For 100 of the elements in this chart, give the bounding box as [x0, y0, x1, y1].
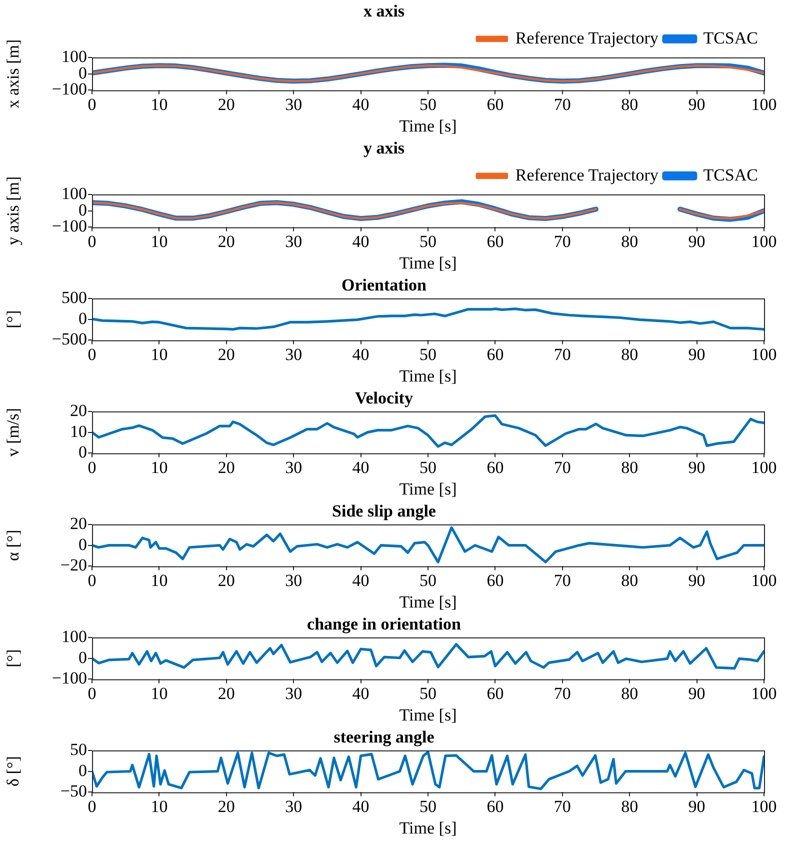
- x-tick-label: 40: [352, 232, 370, 251]
- y-tick-label: −100: [52, 216, 87, 236]
- x-axis-title: Time [s]: [399, 116, 457, 136]
- x-axis-title: Time [s]: [399, 366, 457, 386]
- x-axis-title: Time [s]: [399, 818, 457, 838]
- x-tick-label: 100: [751, 232, 777, 251]
- y-tick-label: −100: [52, 80, 87, 99]
- x-tick-label: 20: [218, 570, 235, 590]
- x-tick-label: 30: [285, 458, 302, 477]
- chart-title: change in orientation: [307, 614, 462, 634]
- x-tick-label: 10: [150, 684, 168, 703]
- chart-title: Velocity: [355, 388, 414, 408]
- y-tick-label: 500: [62, 288, 87, 307]
- x-tick-label: 70: [554, 94, 571, 114]
- x-tick-label: 80: [621, 232, 638, 251]
- y-tick-label: 100: [62, 46, 87, 66]
- x-tick-label: 80: [621, 458, 638, 477]
- y-axis-title: y axis [m]: [4, 176, 23, 246]
- x-tick-label: 70: [554, 458, 571, 477]
- x-tick-label: 50: [420, 684, 436, 703]
- x-tick-label: 30: [285, 232, 302, 251]
- x-tick-label: 20: [218, 232, 235, 251]
- x-tick-label: 10: [150, 458, 168, 477]
- y-tick-label: 20: [70, 400, 87, 420]
- x-tick-label: 100: [751, 796, 777, 816]
- x-tick-label: 100: [751, 458, 777, 477]
- x-tick-label: 30: [285, 344, 302, 364]
- x-tick-label: 40: [352, 344, 370, 364]
- y-axis-title: [°]: [4, 649, 23, 668]
- x-tick-label: 30: [285, 796, 302, 816]
- x-tick-label: 80: [621, 796, 638, 816]
- x-tick-label: 20: [218, 344, 235, 364]
- x-tick-label: 80: [621, 570, 638, 590]
- x-tick-label: 100: [751, 684, 777, 703]
- y-axis-title: [°]: [4, 310, 23, 328]
- x-tick-label: 70: [554, 684, 571, 703]
- y-axis-title: α [°]: [4, 530, 23, 561]
- y-axis-title: δ [°]: [4, 756, 23, 786]
- legend-label: Reference Trajectory: [515, 28, 659, 48]
- y-tick-label: 0: [78, 534, 87, 554]
- x-tick-label: 90: [688, 232, 706, 251]
- x-tick-label: 30: [285, 570, 302, 590]
- x-tick-label: 40: [352, 570, 370, 590]
- x-tick-label: 80: [621, 684, 638, 703]
- y-axis-title: v [m/s]: [4, 408, 23, 457]
- x-tick-label: 10: [150, 344, 168, 364]
- x-tick-label: 60: [486, 796, 504, 816]
- x-axis-title: Time [s]: [399, 592, 457, 612]
- x-tick-label: 60: [486, 570, 504, 590]
- x-tick-label: 100: [751, 570, 777, 590]
- y-tick-label: 0: [78, 63, 87, 82]
- legend-label: TCSAC: [703, 28, 758, 48]
- x-tick-label: 90: [688, 344, 706, 364]
- chart-title: Orientation: [342, 276, 428, 295]
- y-axis-title: x axis [m]: [4, 39, 23, 108]
- x-tick-label: 40: [352, 94, 370, 114]
- x-tick-label: 50: [420, 570, 436, 590]
- x-tick-label: 90: [688, 458, 706, 477]
- legend-label: TCSAC: [703, 165, 758, 184]
- chart-title: steering angle: [334, 728, 435, 747]
- x-tick-label: 80: [621, 344, 638, 364]
- x-tick-label: 10: [150, 232, 168, 251]
- x-tick-label: 50: [420, 458, 436, 477]
- chart-title: x axis: [363, 2, 405, 21]
- x-tick-label: 100: [751, 94, 777, 114]
- x-tick-label: 30: [285, 684, 302, 703]
- x-tick-label: 90: [688, 684, 706, 703]
- x-tick-label: 100: [751, 344, 777, 364]
- y-tick-label: 0: [78, 760, 87, 780]
- x-tick-label: 10: [150, 796, 168, 816]
- x-tick-label: 20: [218, 458, 235, 477]
- x-tick-label: 50: [420, 232, 436, 251]
- x-tick-label: 60: [486, 232, 504, 251]
- x-tick-label: 70: [554, 570, 571, 590]
- y-tick-label: 0: [78, 648, 87, 667]
- y-tick-label: 10: [70, 422, 87, 441]
- x-tick-label: 20: [218, 796, 235, 816]
- x-tick-label: 60: [486, 344, 504, 364]
- y-tick-label: 20: [70, 514, 87, 533]
- y-tick-label: 100: [62, 184, 87, 203]
- x-tick-label: 50: [420, 344, 436, 364]
- x-tick-label: 20: [218, 94, 235, 114]
- x-tick-label: 40: [352, 458, 370, 477]
- x-tick-label: 40: [352, 796, 370, 816]
- y-tick-label: −20: [60, 556, 87, 575]
- x-tick-label: 50: [420, 94, 436, 114]
- y-tick-label: 0: [78, 442, 87, 462]
- x-tick-label: 70: [554, 232, 571, 251]
- x-tick-label: 90: [688, 796, 706, 816]
- y-tick-label: −50: [60, 782, 87, 801]
- y-tick-label: −500: [52, 330, 87, 349]
- x-tick-label: 60: [486, 458, 504, 477]
- x-tick-label: 60: [486, 684, 504, 703]
- x-tick-label: 90: [688, 94, 706, 114]
- y-tick-label: 0: [78, 200, 87, 220]
- x-tick-label: 10: [150, 570, 168, 590]
- chart-title: y axis: [363, 138, 405, 158]
- x-tick-label: 50: [420, 796, 436, 816]
- legend-label: Reference Trajectory: [515, 165, 659, 184]
- y-tick-label: −100: [52, 668, 87, 688]
